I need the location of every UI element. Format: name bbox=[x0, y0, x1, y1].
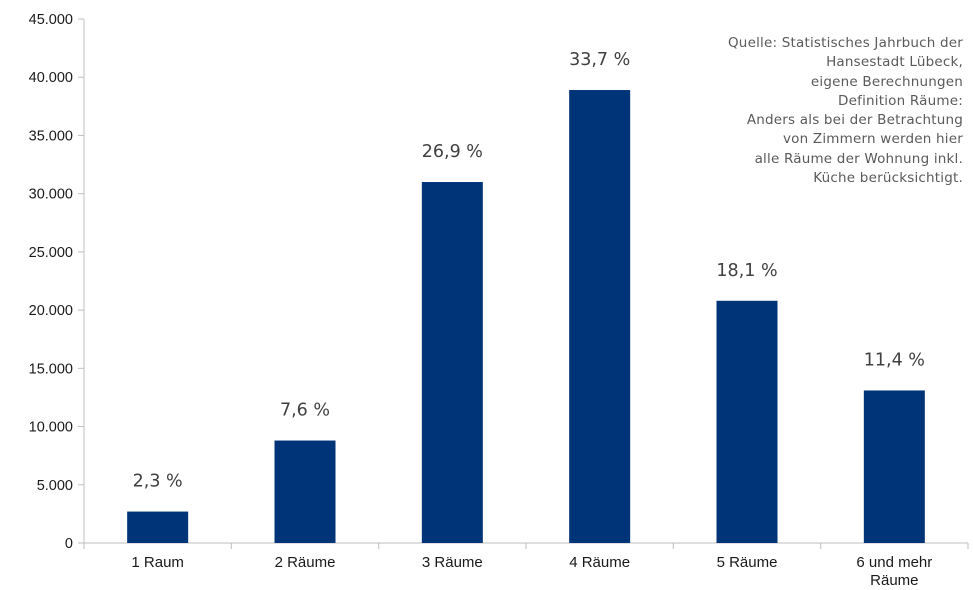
data-label: 33,7 % bbox=[569, 50, 630, 70]
y-tick-label: 15.000 bbox=[29, 361, 73, 377]
x-axis bbox=[83, 542, 969, 549]
category-label: 5 Räume bbox=[717, 554, 778, 571]
bars-group bbox=[127, 90, 925, 543]
bar bbox=[127, 511, 189, 543]
data-labels-group: 2,3 % 7,6 % 26,9 % 33,7 % 18,1 % 11,4 % bbox=[133, 50, 925, 492]
annotation-line: eigene Berechnungen bbox=[810, 73, 963, 90]
annotation-line: Hansestadt Lübeck, bbox=[826, 54, 963, 71]
source-annotation: Quelle: Statistisches Jahrbuch der Hanses… bbox=[643, 34, 963, 188]
category-label: 1 Raum bbox=[131, 554, 184, 571]
y-tick-label: 30.000 bbox=[29, 187, 73, 203]
annotation-line: Quelle: Statistisches Jahrbuch der bbox=[727, 35, 963, 51]
y-tick-label: 35.000 bbox=[29, 128, 73, 144]
category-label: 4 Räume bbox=[569, 554, 630, 571]
y-tick-label: 40.000 bbox=[29, 70, 73, 86]
annotation-line: Anders als bei der Betrachtung bbox=[746, 112, 963, 129]
data-label: 7,6 % bbox=[280, 401, 330, 421]
category-label: 2 Räume bbox=[275, 554, 336, 571]
annotation-line: Küche berücksichtigt. bbox=[813, 170, 963, 187]
y-tick-label: 5.000 bbox=[37, 478, 73, 494]
y-axis: 0 5.000 10.000 15.000 20.000 25.000 30.000 35.0… bbox=[29, 12, 85, 552]
data-label: 18,1 % bbox=[716, 261, 777, 281]
data-label: 26,9 % bbox=[422, 142, 483, 162]
y-tick-label: 20.000 bbox=[29, 303, 73, 319]
bar bbox=[863, 390, 925, 543]
annotation-line: von Zimmern werden hier bbox=[782, 131, 963, 148]
data-label: 2,3 % bbox=[133, 472, 183, 492]
data-label: 11,4 % bbox=[864, 350, 925, 370]
y-tick-label: 45.000 bbox=[29, 12, 73, 28]
annotation-line: alle Räume der Wohnung inkl. bbox=[754, 150, 963, 167]
category-label: 6 und mehr Räume bbox=[856, 554, 932, 589]
y-tick-label: 10.000 bbox=[29, 420, 73, 436]
bar bbox=[569, 90, 631, 543]
y-tick-label: 25.000 bbox=[29, 245, 73, 261]
category-labels-group: 1 Raum 2 Räume 3 Räume 4 Räume 5 Räume 6 und … bbox=[131, 554, 932, 589]
category-label: 3 Räume bbox=[422, 554, 483, 571]
bar bbox=[421, 182, 483, 543]
annotation-line: Definition Räume: bbox=[838, 92, 963, 109]
y-tick-label: 0 bbox=[65, 536, 73, 552]
bar bbox=[716, 300, 778, 543]
bar bbox=[274, 440, 336, 543]
